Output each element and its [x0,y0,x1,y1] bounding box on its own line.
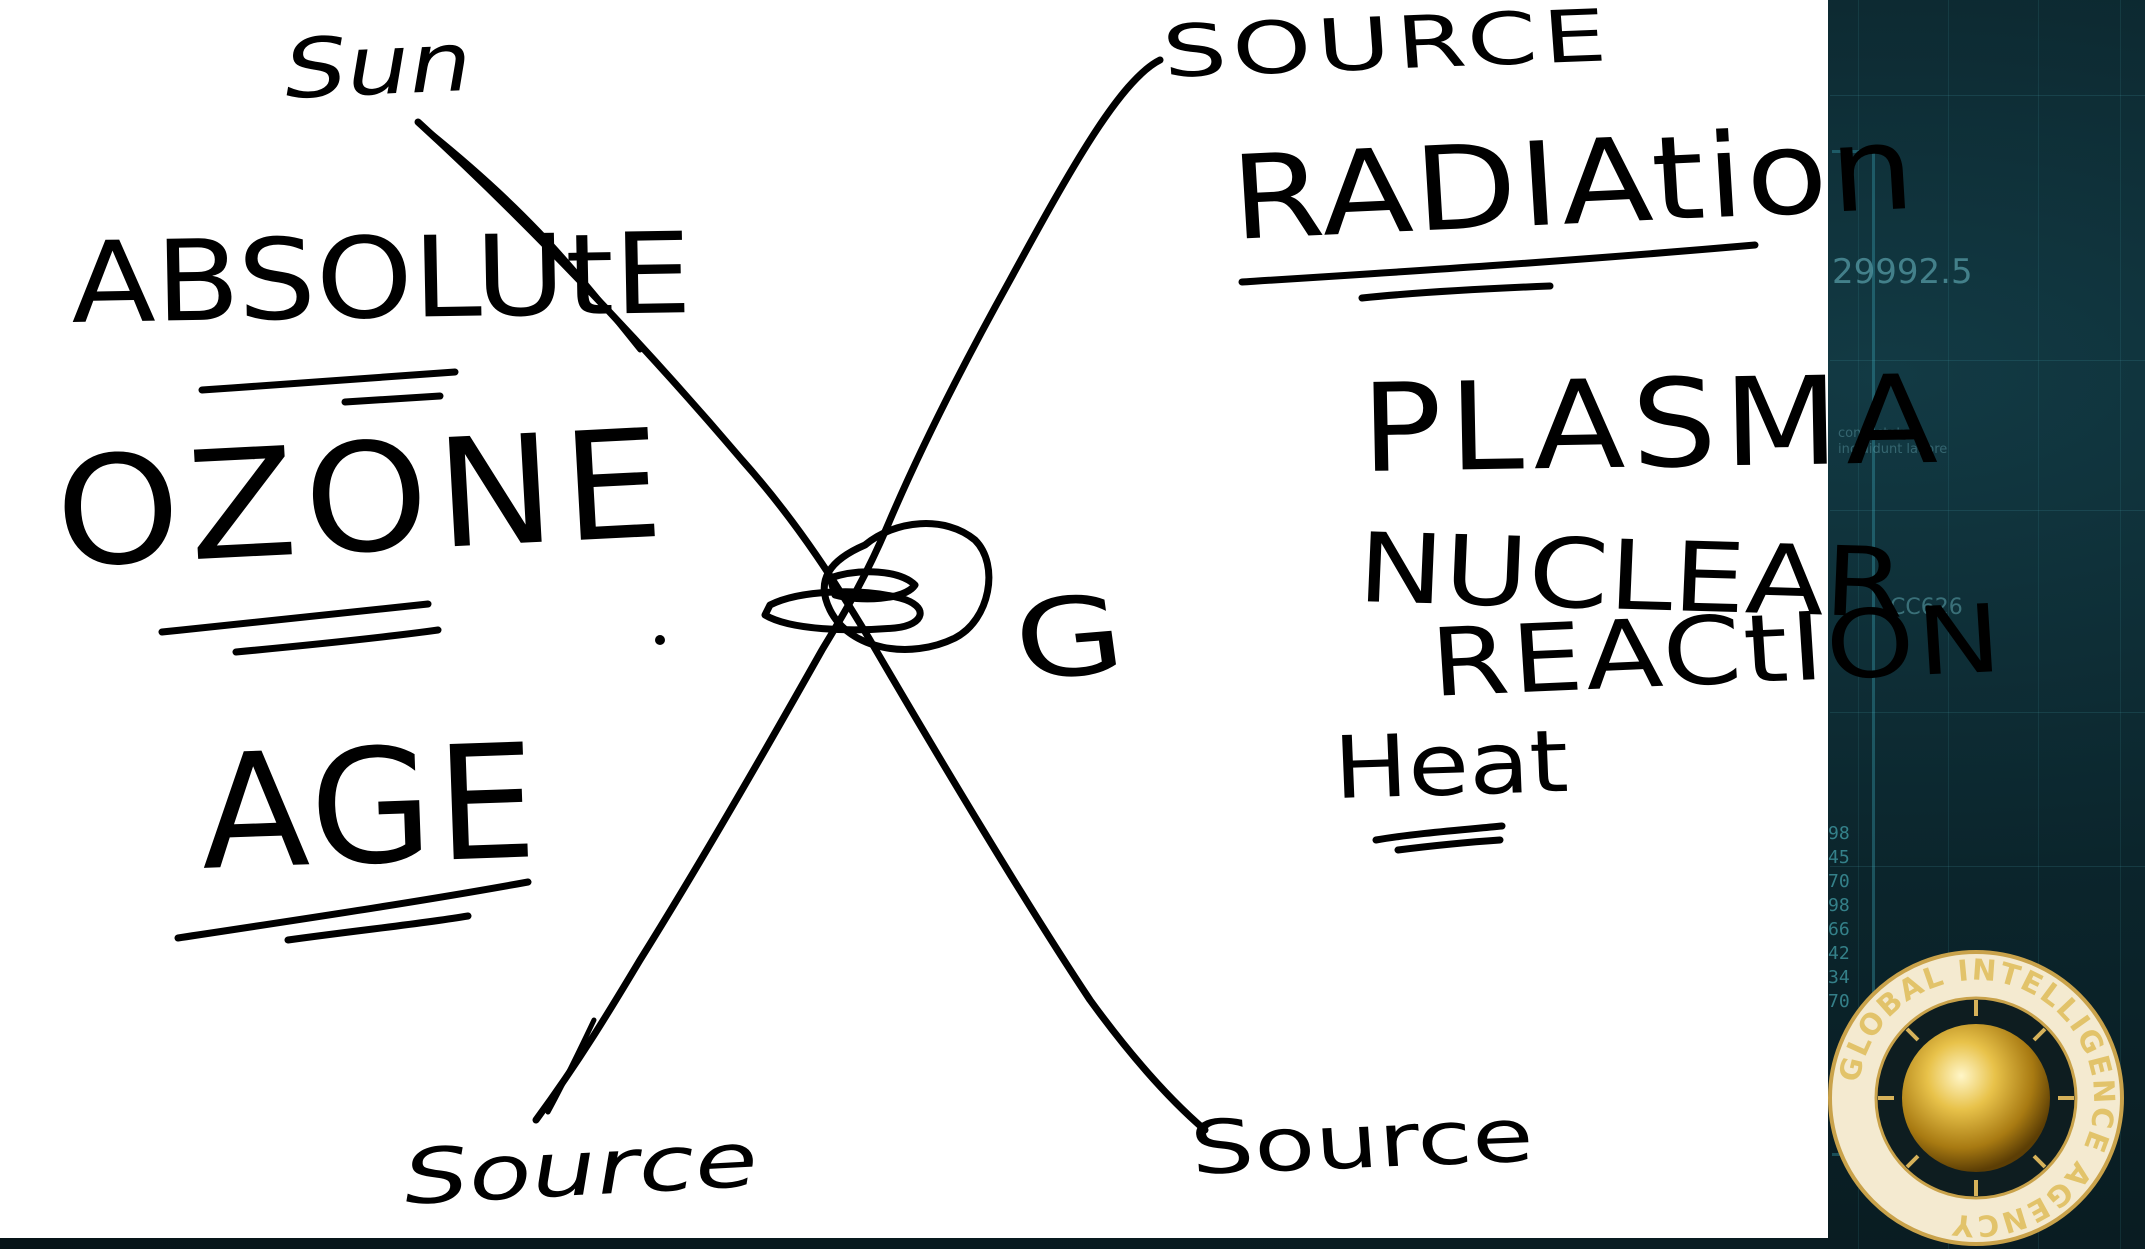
whiteboard-strokes [158,56,1759,1134]
line-sun-retrace [427,129,643,353]
hud-column-value: 42 [1828,943,1850,964]
hud-column-value: 45 [1828,847,1850,868]
underline-age [284,912,472,944]
hud-small-text: incididunt labore [1838,442,1948,457]
hud-grid-line [1830,95,2145,96]
label-source-top-right: SOURCE [1159,0,1615,94]
label-plasma: PLASMA [1359,348,1946,500]
line-source-retrace [545,1017,597,1115]
label-sun: Sun [281,14,475,118]
hud-column-value: 98 [1828,823,1850,844]
hud-number: 29992.5 [1832,252,1973,292]
hud-grid-line [2038,0,2039,1249]
logo-rays [1878,1000,2074,1196]
hud-grid-line [2120,0,2121,1249]
hud-column-value: 66 [1828,919,1850,940]
hud-grid-line [1948,0,1949,1249]
logo-gold-sphere [1902,1024,2050,1172]
center-scribble [761,588,924,634]
hud-number-column: 98 45 70 98 66 42 34 70 [1828,822,1858,1014]
underline-heat [1394,836,1504,854]
hud-small-text: consectetur [1838,426,1916,441]
label-g-mark: G [1006,572,1132,706]
label-heat: Heat [1331,711,1571,819]
hud-column-value: 34 [1828,967,1850,988]
label-reaction: REACtION [1427,585,2008,719]
hud-grid-line [1830,866,2145,867]
label-ozone: OZONE [51,397,676,602]
label-source-bottom-left: Source [399,1114,762,1222]
hud-grid-line [1830,360,2145,361]
hud-column-value: 70 [1828,871,1850,892]
underline-absolute [341,392,444,406]
hud-column-value: 98 [1828,895,1850,916]
hud-grid-line [1830,712,2145,713]
label-source-bottom-right: Source [1187,1092,1537,1192]
stray-dot [655,635,665,645]
hud-grid-line [1858,0,1859,1249]
center-scribble [826,568,919,603]
underline-radiation [1358,282,1554,302]
whiteboard: Sun SOURCE Source Source RADIAtion ABSOL… [0,0,2007,1238]
hud-code: CC626 [1890,595,1963,620]
underline-radiation [1238,241,1759,286]
hud-column-value: 70 [1828,991,1850,1012]
underline-ozone [232,626,442,656]
label-radiation: RADIAtion [1227,100,1921,267]
underline-age [174,878,532,942]
underline-heat [1372,822,1506,844]
hud-grid-line [1830,510,2145,511]
underline-ozone [158,600,432,636]
global-intelligence-agency-logo: GLOBAL INTELLIGENCE AGENCY [1828,950,2124,1246]
underline-absolute [198,368,459,394]
label-absolute: ABSOLUtE [69,209,693,349]
label-age: AGE [197,710,544,906]
